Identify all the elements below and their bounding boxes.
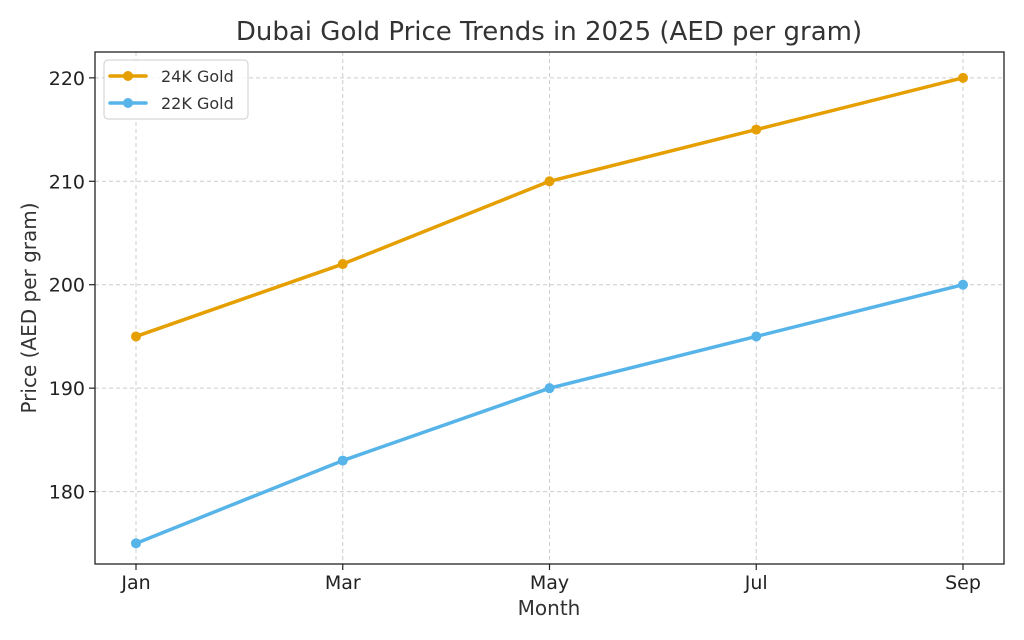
y-tick-label: 210 [49, 171, 85, 193]
x-tick-label: Sep [945, 572, 981, 594]
x-tick-label: Jan [120, 572, 150, 594]
chart-title: Dubai Gold Price Trends in 2025 (AED per… [236, 17, 862, 47]
data-point [751, 124, 762, 135]
data-point [751, 331, 762, 342]
y-axis-label: Price (AED per gram) [17, 202, 41, 413]
series-layer [131, 72, 968, 549]
ticks: Jan Mar May Jul Sep 180 190 200 210 220 [49, 68, 981, 594]
x-axis-label: Month [518, 596, 581, 620]
y-tick-label: 220 [49, 68, 85, 90]
data-point [131, 538, 141, 549]
y-tick-label: 190 [49, 378, 85, 400]
y-tick-label: 200 [49, 275, 85, 297]
legend: 24K Gold 22K Gold [103, 59, 249, 120]
data-point [958, 72, 968, 83]
legend-marker [123, 71, 133, 81]
series-line [134, 282, 965, 546]
data-point [131, 331, 141, 342]
data-point [958, 279, 968, 290]
x-tick-label: May [530, 572, 569, 594]
legend-label: 24K Gold [161, 67, 234, 86]
data-point [544, 176, 555, 187]
legend-marker [123, 98, 133, 108]
grid [95, 52, 1004, 564]
data-point [337, 455, 348, 466]
data-point [544, 383, 555, 394]
x-tick-label: Jul [744, 572, 768, 594]
x-tick-label: Mar [325, 572, 361, 594]
legend-label: 22K Gold [161, 94, 234, 113]
y-tick-label: 180 [49, 482, 85, 504]
data-point [337, 259, 348, 270]
